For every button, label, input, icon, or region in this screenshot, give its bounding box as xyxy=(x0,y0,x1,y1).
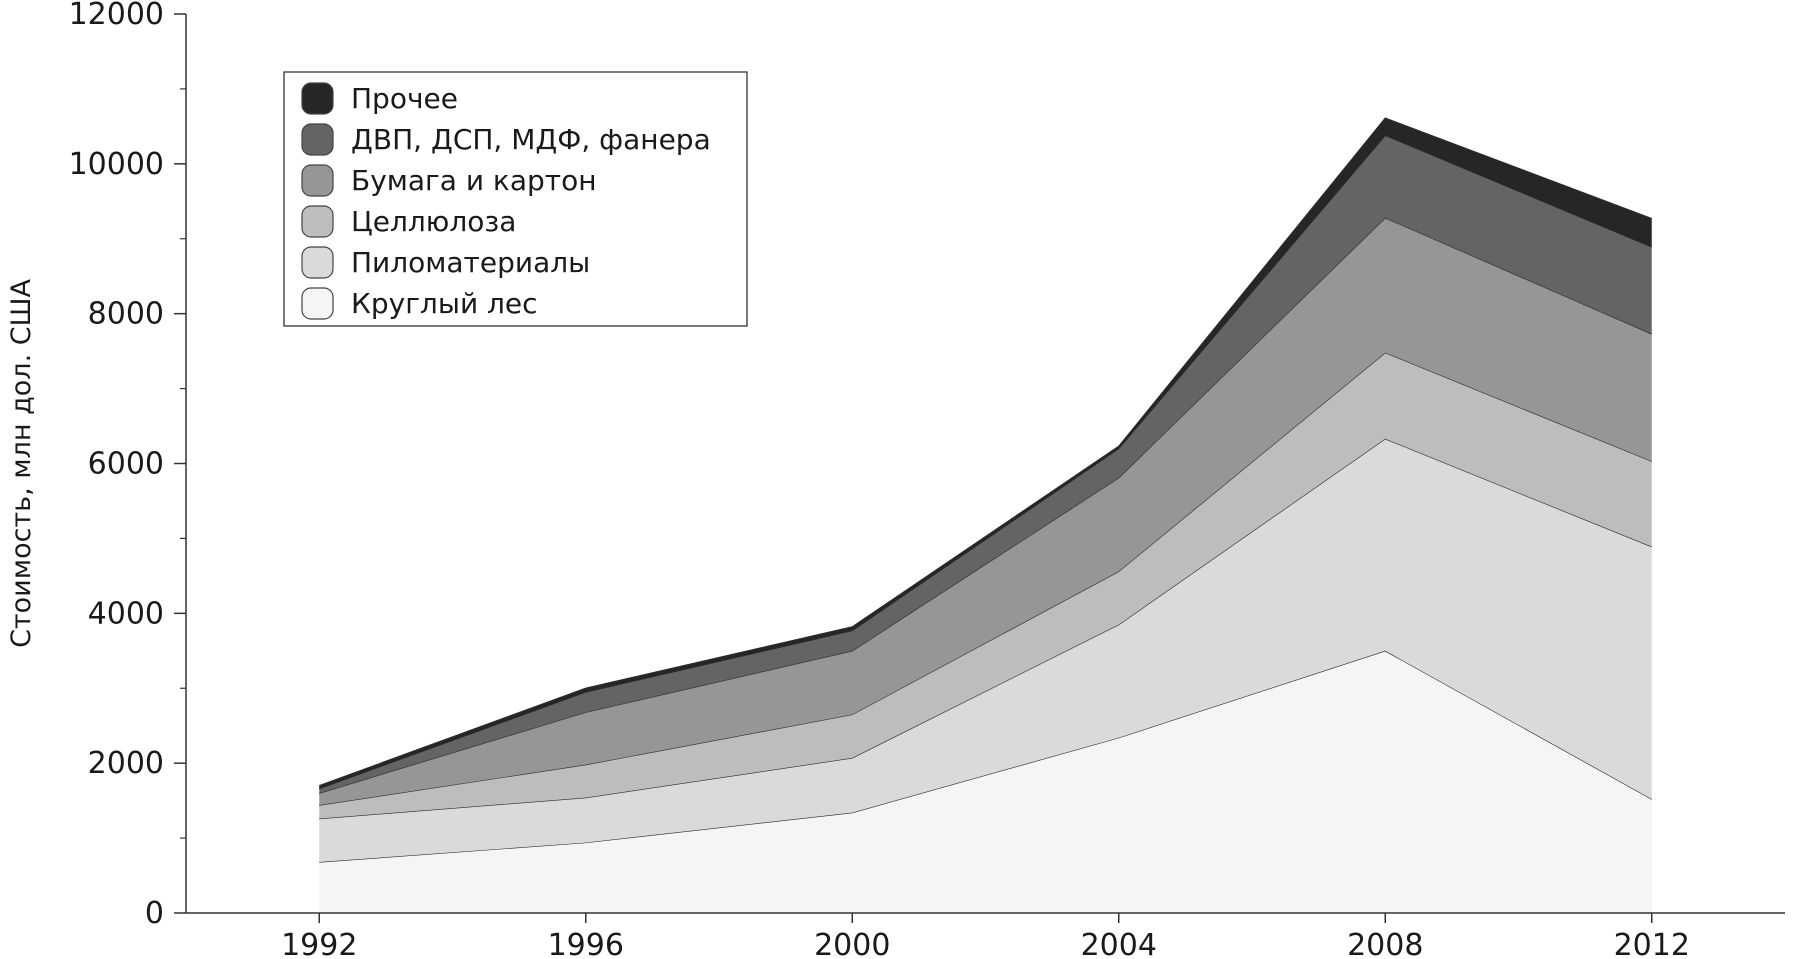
y-tick-label: 12000 xyxy=(69,0,164,32)
chart-axes: 0 2000 4000 6000 8000 10000 12000 1992 1996 2000 2… xyxy=(69,0,1785,959)
x-tick-label: 2012 xyxy=(1614,928,1690,959)
legend-label: ДВП, ДСП, МДФ, фанера xyxy=(351,123,711,156)
legend-label: Круглый лес xyxy=(351,287,538,320)
series-top-line-5 xyxy=(319,134,1652,790)
area-series-3 xyxy=(319,352,1652,819)
y-axis-label: Стоимость, млн дол. США xyxy=(6,279,37,648)
x-tick-label: 2004 xyxy=(1081,928,1157,959)
y-tick-label: 2000 xyxy=(88,746,164,781)
legend: Прочее ДВП, ДСП, МДФ, фанера Бумага и карт… xyxy=(283,71,748,327)
legend-swatch xyxy=(301,82,334,115)
legend-swatch xyxy=(301,164,334,197)
area-series-2 xyxy=(319,438,1652,863)
x-tick-label: 1996 xyxy=(548,928,624,959)
x-tick-label: 2008 xyxy=(1347,928,1423,959)
chart-areas xyxy=(319,117,1653,913)
area-series-1 xyxy=(319,650,1652,913)
legend-label: Бумага и картон xyxy=(351,164,597,197)
area-series-6 xyxy=(319,118,1652,789)
legend-box xyxy=(283,71,748,327)
x-tick-label: 2000 xyxy=(814,928,890,959)
legend-label: Пиломатериалы xyxy=(351,246,590,279)
area-series-4 xyxy=(319,217,1652,806)
legend-swatch xyxy=(301,246,334,279)
y-tick-label: 4000 xyxy=(88,596,164,631)
legend-swatch xyxy=(301,123,334,156)
legend-swatch xyxy=(301,205,334,238)
y-tick-label: 6000 xyxy=(88,447,164,482)
legend-label: Целлюлоза xyxy=(351,205,516,238)
area-series-5 xyxy=(319,135,1652,794)
y-tick-label: 10000 xyxy=(69,147,164,182)
series-top-line-6 xyxy=(319,117,1652,787)
y-tick-label: 8000 xyxy=(88,297,164,332)
y-tick-label: 0 xyxy=(145,896,164,931)
legend-label: Прочее xyxy=(351,82,458,115)
legend-swatch xyxy=(301,287,334,320)
x-tick-label: 1992 xyxy=(281,928,357,959)
